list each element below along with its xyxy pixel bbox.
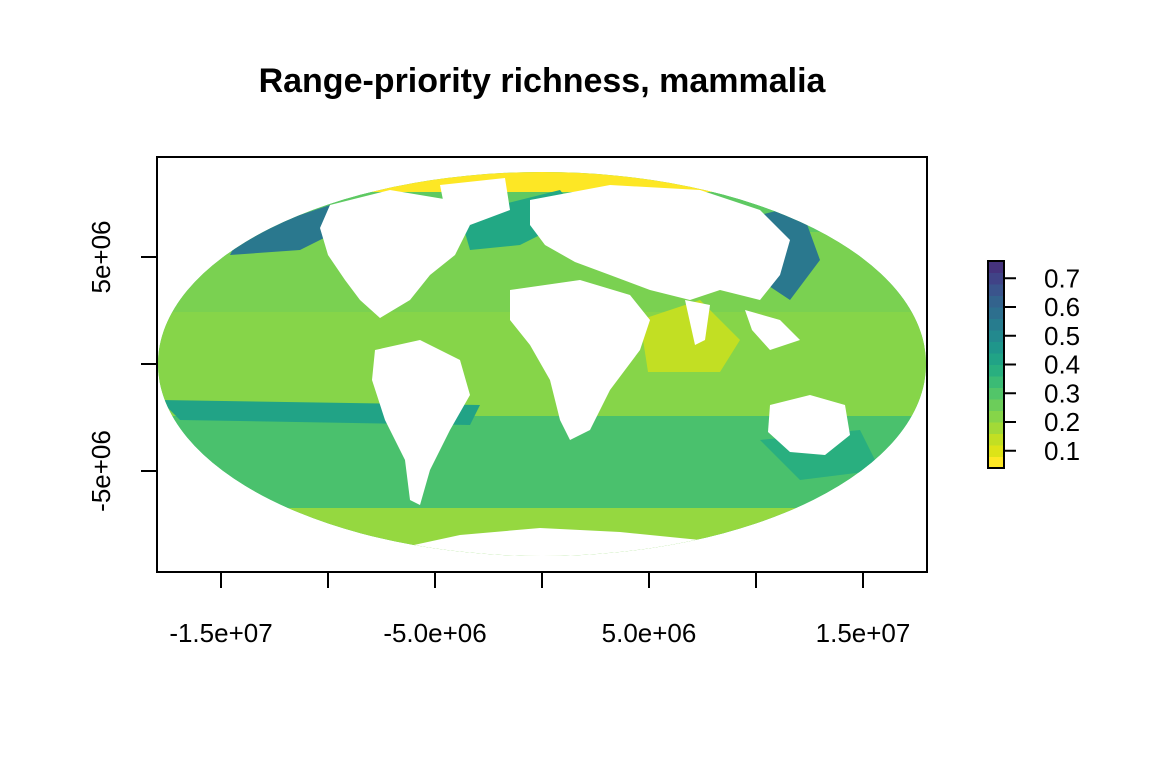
- x-tick-label: 5.0e+06: [602, 618, 697, 648]
- legend-tick-label: 0.5: [1044, 321, 1080, 351]
- legend-swatch: [988, 376, 1004, 388]
- legend-tick-label: 0.4: [1044, 350, 1080, 380]
- legend-swatch: [988, 433, 1004, 446]
- legend-tick-label: 0.6: [1044, 292, 1080, 322]
- legend-swatch: [988, 330, 1004, 342]
- southeast-asia: [745, 310, 800, 350]
- x-tick-label: -5.0e+06: [383, 618, 486, 648]
- legend-swatch: [988, 387, 1004, 400]
- y-tick-label: 5e+06: [86, 220, 116, 293]
- legend-tick-label: 0.3: [1044, 378, 1080, 408]
- legend-swatch: [988, 284, 1004, 296]
- land-masses: [320, 178, 850, 556]
- northeast-pacific-hotspot: [230, 205, 350, 255]
- legend-swatch: [988, 399, 1004, 411]
- legend-swatch: [988, 307, 1004, 319]
- color-legend: 0.10.20.30.40.50.60.7: [987, 260, 1080, 469]
- africa: [510, 280, 650, 440]
- legend-swatch: [988, 295, 1004, 308]
- legend-tick-label: 0.1: [1044, 436, 1080, 466]
- x-axis: -1.5e+07 -5.0e+06 5.0e+06 1.5e+07: [169, 571, 911, 648]
- legend-swatch: [988, 364, 1004, 377]
- legend-tick-label: 0.7: [1044, 263, 1080, 293]
- legend-swatch: [988, 353, 1004, 365]
- legend-swatch: [988, 261, 1004, 273]
- legend-swatch: [988, 341, 1004, 354]
- y-axis: 5e+06 -5e+06: [86, 220, 158, 512]
- x-tick-label: 1.5e+07: [816, 618, 911, 648]
- legend-swatch: [988, 456, 1004, 469]
- legend-swatch: [988, 445, 1004, 457]
- y-tick-label: -5e+06: [86, 430, 116, 512]
- eurasia: [530, 185, 790, 300]
- ocean-band-polar-north: [158, 172, 926, 192]
- legend-swatch: [988, 272, 1004, 285]
- x-tick-label: -1.5e+07: [169, 618, 272, 648]
- australia: [768, 395, 850, 455]
- greenland: [440, 178, 510, 225]
- legend-swatch: [988, 422, 1004, 434]
- indian-ocean-hotspot: [640, 300, 740, 372]
- legend-swatch: [988, 410, 1004, 423]
- legend-tick-label: 0.2: [1044, 407, 1080, 437]
- legend-swatch: [988, 318, 1004, 331]
- north-america: [320, 190, 470, 318]
- india: [685, 300, 710, 345]
- map-title: Range-priority richness, mammalia: [259, 62, 827, 100]
- south-america: [372, 340, 470, 505]
